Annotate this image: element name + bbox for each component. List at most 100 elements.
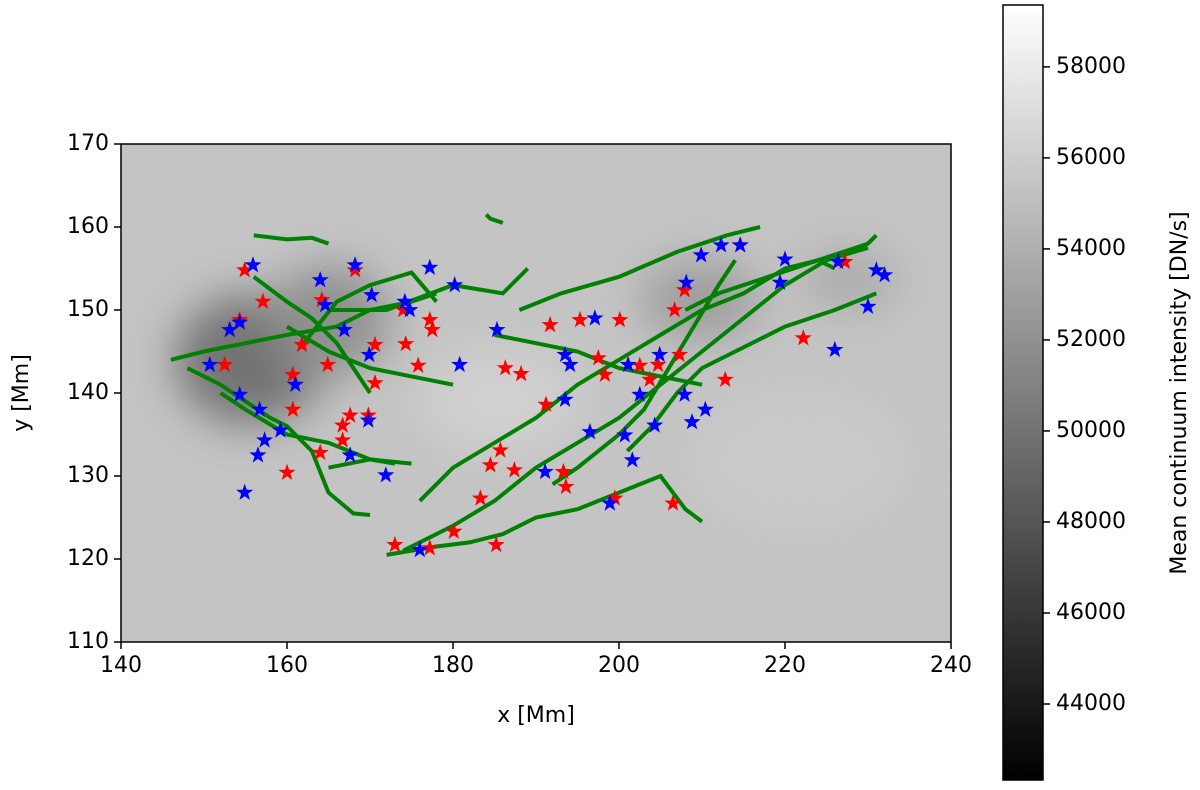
star-marker (335, 320, 353, 338)
x-tick-label: 220 (764, 653, 806, 678)
star-marker (311, 443, 329, 460)
star-marker (776, 250, 794, 267)
star-marker (401, 301, 419, 318)
star-marker (319, 355, 337, 373)
star-marker (421, 311, 439, 328)
star-marker (596, 365, 614, 382)
star-marker (671, 345, 689, 363)
star-marker (446, 276, 464, 293)
x-tick-label: 140 (100, 653, 142, 678)
star-marker (631, 385, 649, 402)
track (253, 233, 330, 246)
star-marker (771, 273, 789, 290)
star-marker (716, 370, 734, 387)
star-marker (512, 364, 530, 382)
colorbar-tick-label: 46000 (1056, 600, 1126, 625)
track (328, 457, 396, 470)
star-marker (293, 335, 311, 353)
star-marker (271, 421, 289, 438)
track (518, 225, 761, 312)
star-marker (696, 400, 714, 417)
star-marker (631, 356, 649, 373)
colorbar-tick-label: 48000 (1056, 509, 1126, 534)
star-marker (581, 423, 599, 440)
track (625, 291, 878, 453)
colorbar-tick-label: 52000 (1056, 327, 1126, 352)
star-marker (487, 535, 505, 553)
star-marker (537, 395, 555, 412)
star-marker (451, 355, 469, 373)
star-marker (249, 446, 267, 463)
star-marker (216, 355, 234, 373)
star-marker (396, 292, 414, 309)
star-marker (554, 462, 572, 480)
x-tick-label: 160 (266, 653, 308, 678)
star-marker (346, 256, 364, 273)
star-marker (377, 466, 395, 483)
track (551, 259, 737, 486)
star-marker (557, 477, 575, 495)
star-marker (360, 345, 378, 363)
x-tick-label: 180 (432, 653, 474, 678)
y-tick-label: 170 (67, 131, 109, 156)
track (186, 366, 371, 517)
star-marker (359, 411, 377, 428)
star-marker (611, 311, 629, 328)
star-marker (334, 431, 352, 448)
star-marker (341, 446, 359, 463)
star-marker (731, 236, 749, 253)
star-marker (286, 375, 304, 392)
star-marker (284, 365, 302, 382)
star-marker (236, 261, 254, 278)
star-marker (561, 355, 579, 373)
star-marker (571, 311, 589, 328)
star-marker (201, 355, 219, 373)
star-marker (676, 281, 694, 298)
track (252, 275, 372, 395)
track (302, 270, 438, 345)
star-marker (278, 463, 296, 480)
star-marker (826, 340, 844, 358)
x-tick-label: 240 (930, 653, 972, 678)
star-marker (311, 271, 329, 288)
star-marker (556, 345, 574, 363)
colorbar-tick-label: 44000 (1056, 691, 1126, 716)
star-marker (601, 494, 619, 511)
star-marker (346, 261, 364, 278)
star-marker (794, 329, 812, 346)
star-marker (683, 413, 701, 430)
star-marker (445, 522, 463, 539)
y-tick-label: 140 (67, 380, 109, 405)
y-tick-label: 110 (67, 629, 109, 654)
star-marker (623, 451, 641, 468)
star-marker (646, 416, 664, 433)
star-marker (586, 309, 604, 326)
star-marker (334, 416, 352, 433)
star-marker (284, 400, 302, 417)
star-marker (386, 535, 404, 553)
star-marker (313, 291, 331, 308)
star-marker (651, 345, 669, 363)
track (402, 245, 869, 553)
star-marker (236, 483, 254, 500)
star-marker (505, 461, 523, 478)
y-tick-label: 120 (67, 546, 109, 571)
star-marker (859, 297, 877, 314)
star-marker (221, 320, 239, 338)
y-tick-label: 130 (67, 463, 109, 488)
star-marker (244, 256, 262, 273)
star-marker (316, 296, 334, 313)
star-marker (676, 385, 694, 402)
star-marker (363, 286, 381, 303)
colorbar-tick-label: 58000 (1056, 54, 1126, 79)
star-marker (471, 489, 489, 506)
star-marker (666, 301, 684, 318)
star-marker (251, 400, 269, 417)
x-axis-label: x [Mm] (497, 703, 575, 728)
star-marker (394, 301, 412, 318)
star-marker (692, 246, 710, 263)
star-marker (341, 406, 359, 423)
y-tick-label: 150 (67, 297, 109, 322)
star-marker (481, 456, 499, 473)
